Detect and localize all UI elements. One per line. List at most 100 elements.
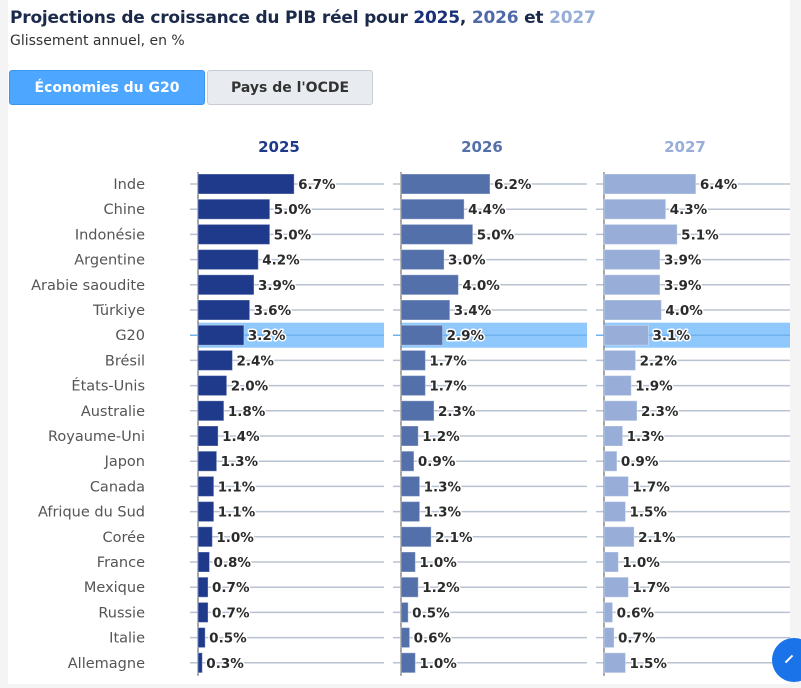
bar <box>603 450 618 472</box>
tab-g20-economies[interactable]: Économies du G20 <box>9 70 205 105</box>
bar <box>400 475 421 497</box>
title-year-2027: 2027 <box>549 8 596 28</box>
bar <box>197 375 228 397</box>
tab-oecd-countries[interactable]: Pays de l'OCDE <box>207 70 373 105</box>
bar <box>603 652 627 674</box>
data-label: 1.7% <box>429 353 467 369</box>
bar <box>400 425 419 447</box>
title-year-2026: 2026 <box>471 8 519 28</box>
bar <box>197 324 245 346</box>
page-gutter <box>790 0 801 688</box>
bar <box>197 526 213 548</box>
data-label: 0.7% <box>618 631 656 647</box>
bar <box>400 526 432 548</box>
bar <box>400 627 411 649</box>
data-label: 5.0% <box>274 227 312 243</box>
scroll-to-top-button[interactable] <box>772 638 801 682</box>
data-label: 3.9% <box>258 278 296 294</box>
data-label: 3.6% <box>254 303 292 319</box>
data-label: 1.7% <box>429 379 467 395</box>
category-label: États-Unis <box>71 378 145 395</box>
bar <box>603 274 661 296</box>
data-label: 1.0% <box>419 656 457 672</box>
bar <box>197 274 255 296</box>
bar <box>400 450 415 472</box>
data-label: 1.3% <box>221 454 259 470</box>
category-label: Afrique du Sud <box>38 505 145 521</box>
category-label: France <box>97 555 145 571</box>
bar <box>603 349 637 371</box>
data-label: 2.9% <box>447 328 485 344</box>
bar <box>603 173 697 195</box>
data-label: 5.0% <box>477 227 515 243</box>
bar <box>603 324 649 346</box>
bar <box>400 324 444 346</box>
bar <box>400 652 416 674</box>
category-label: Australie <box>81 404 145 420</box>
data-label: 5.1% <box>681 227 719 243</box>
data-label: 2.2% <box>640 353 678 369</box>
data-label: 2.0% <box>231 379 269 395</box>
bar <box>400 551 416 573</box>
bar <box>400 299 451 321</box>
data-label: 1.3% <box>627 429 665 445</box>
data-label: 1.3% <box>424 479 462 495</box>
category-label: Türkiye <box>92 303 145 319</box>
column-header-2025: 2025 <box>258 138 300 156</box>
data-label: 4.2% <box>262 253 300 269</box>
bar <box>603 249 661 271</box>
data-label: 1.4% <box>222 429 260 445</box>
bar <box>197 601 209 623</box>
bar <box>197 299 251 321</box>
data-label: 1.0% <box>216 530 254 546</box>
data-label: 0.9% <box>621 454 659 470</box>
bar <box>197 223 271 245</box>
category-label: Argentine <box>74 253 145 269</box>
bar <box>603 627 615 649</box>
data-label: 0.9% <box>418 454 456 470</box>
data-label: 0.5% <box>412 605 450 621</box>
bar <box>603 400 638 422</box>
data-label: 0.8% <box>213 555 251 571</box>
data-label: 6.4% <box>700 177 738 193</box>
data-label: 3.1% <box>652 328 690 344</box>
bar <box>197 475 215 497</box>
category-label: Chine <box>104 202 146 218</box>
bar <box>603 375 632 397</box>
data-label: 2.1% <box>435 530 473 546</box>
bar <box>603 198 667 220</box>
bar <box>197 173 295 195</box>
data-label: 3.2% <box>248 328 286 344</box>
category-label: Italie <box>109 631 145 647</box>
bar <box>603 501 627 523</box>
bar <box>197 627 206 649</box>
bar <box>400 501 421 523</box>
bar <box>603 601 614 623</box>
data-label: 4.0% <box>665 303 703 319</box>
bar <box>400 400 435 422</box>
data-label: 5.0% <box>274 202 312 218</box>
data-label: 2.1% <box>638 530 676 546</box>
bar <box>603 299 662 321</box>
bar <box>197 425 219 447</box>
category-label: Allemagne <box>68 656 145 672</box>
data-label: 2.3% <box>641 404 679 420</box>
bar <box>197 249 259 271</box>
bar <box>197 576 209 598</box>
data-label: 1.7% <box>632 479 670 495</box>
category-label: Inde <box>113 177 145 193</box>
title-year-2025: 2025 <box>413 8 460 28</box>
category-label: Indonésie <box>75 227 145 243</box>
category-label: Royaume-Uni <box>48 429 145 445</box>
data-label: 4.4% <box>468 202 506 218</box>
bar <box>400 349 426 371</box>
data-label: 1.5% <box>630 656 668 672</box>
data-label: 1.1% <box>218 479 256 495</box>
bar <box>400 375 426 397</box>
category-label: Brésil <box>105 353 145 369</box>
title-separator: et <box>518 8 550 28</box>
bar <box>400 173 491 195</box>
title-separator: , <box>459 8 472 28</box>
tab-group: Économies du G20 Pays de l'OCDE <box>9 70 373 105</box>
